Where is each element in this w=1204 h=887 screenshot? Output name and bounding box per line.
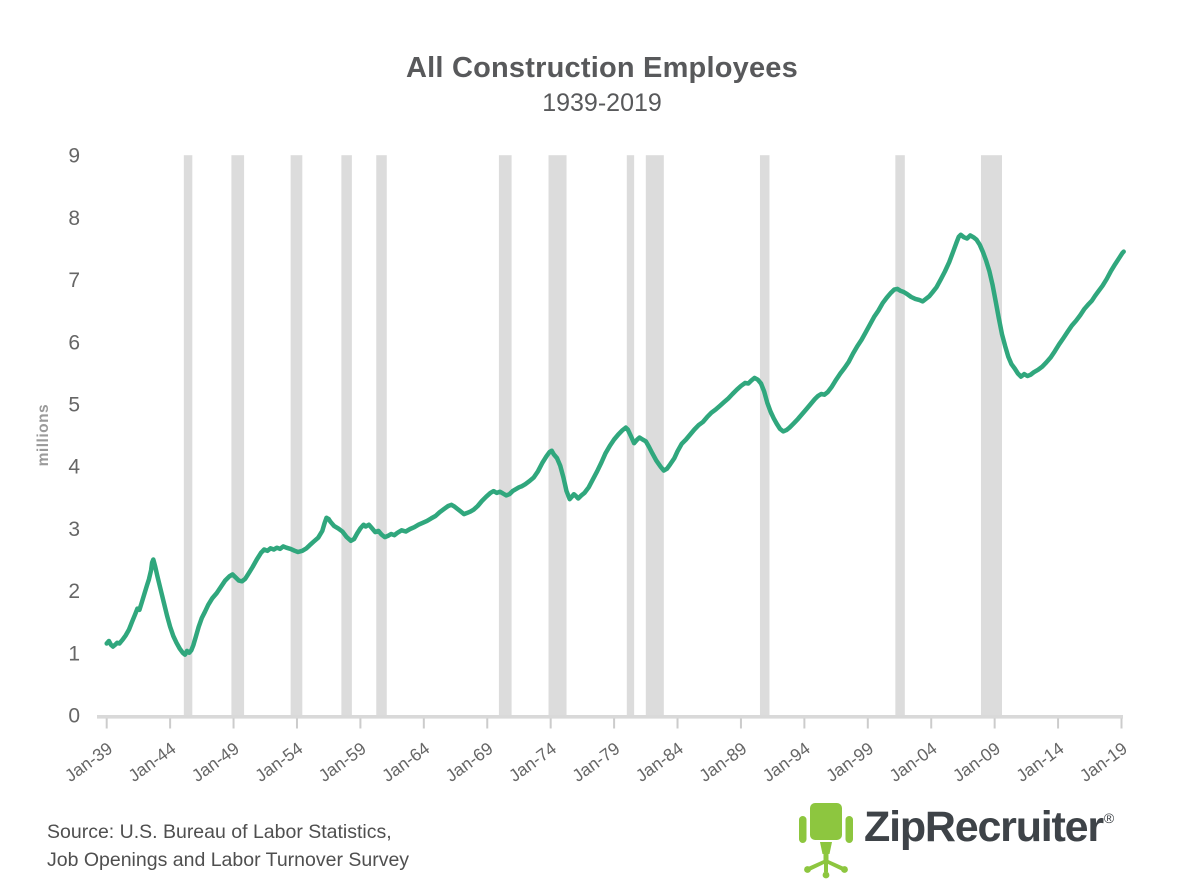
x-axis-tick-label: Jan-84 xyxy=(632,738,687,786)
y-axis-tick-label: 0 xyxy=(68,705,80,728)
recession-band xyxy=(498,155,512,715)
y-axis-tick-label: 6 xyxy=(68,331,80,354)
y-axis-title: millions xyxy=(35,404,52,467)
x-axis-tick-label: Jan-54 xyxy=(251,738,306,786)
y-axis-tick-label: 2 xyxy=(68,580,80,603)
recession-band xyxy=(290,155,303,715)
ziprecruiter-wordmark-text: ZipRecruiter xyxy=(864,803,1104,851)
source-note: Source: U.S. Bureau of Labor Statistics,… xyxy=(47,818,409,874)
y-axis-tick-label: 1 xyxy=(68,642,80,665)
x-axis-tick-label: Jan-74 xyxy=(505,738,560,786)
chart-title: All Construction Employees xyxy=(406,52,798,84)
recession-band xyxy=(645,155,664,715)
x-axis-tick-label: Jan-19 xyxy=(1076,738,1131,786)
x-axis-tick-label: Jan-04 xyxy=(886,738,941,786)
x-axis-tick-label: Jan-64 xyxy=(378,738,433,786)
y-axis-tick-label: 9 xyxy=(68,145,80,168)
office-chair-icon xyxy=(799,803,853,879)
recession-band xyxy=(759,155,770,715)
source-line-2: Job Openings and Labor Turnover Survey xyxy=(47,849,410,871)
source-line-1: Source: U.S. Bureau of Labor Statistics, xyxy=(47,821,392,843)
recession-band xyxy=(895,155,905,715)
x-axis-tick-label: Jan-44 xyxy=(124,738,179,786)
y-axis-tick-label: 8 xyxy=(68,207,80,230)
x-axis-tick-label: Jan-89 xyxy=(695,738,750,786)
recession-band xyxy=(548,155,567,715)
recession-band xyxy=(341,155,352,715)
x-axis-tick-label: Jan-59 xyxy=(315,738,370,786)
recession-band xyxy=(980,155,1003,715)
x-axis-tick-label: Jan-09 xyxy=(949,738,1004,786)
y-axis-tick-label: 5 xyxy=(68,394,80,417)
ziprecruiter-wordmark: ZipRecruiter® xyxy=(864,803,1114,851)
recession-band xyxy=(376,155,387,715)
y-axis-tick-label: 4 xyxy=(68,456,80,479)
recession-band xyxy=(231,155,245,715)
x-axis-tick-label: Jan-69 xyxy=(442,738,497,786)
y-axis-tick-label: 7 xyxy=(68,269,80,292)
registered-trademark-symbol: ® xyxy=(1103,810,1114,826)
x-axis-tick-label: Jan-99 xyxy=(822,738,877,786)
recession-band xyxy=(183,155,193,715)
employment-line xyxy=(104,232,1126,657)
ziprecruiter-logo: ZipRecruiter® xyxy=(799,797,1114,879)
x-axis-tick-label: Jan-94 xyxy=(759,738,814,786)
y-axis-tick-label: 3 xyxy=(68,518,80,541)
x-axis-tick-label: Jan-14 xyxy=(1012,738,1067,786)
chart-subtitle: 1939-2019 xyxy=(542,89,662,117)
x-axis-tick-label: Jan-39 xyxy=(61,738,116,786)
x-axis-tick-label: Jan-49 xyxy=(188,738,243,786)
x-axis-tick-label: Jan-79 xyxy=(568,738,623,786)
